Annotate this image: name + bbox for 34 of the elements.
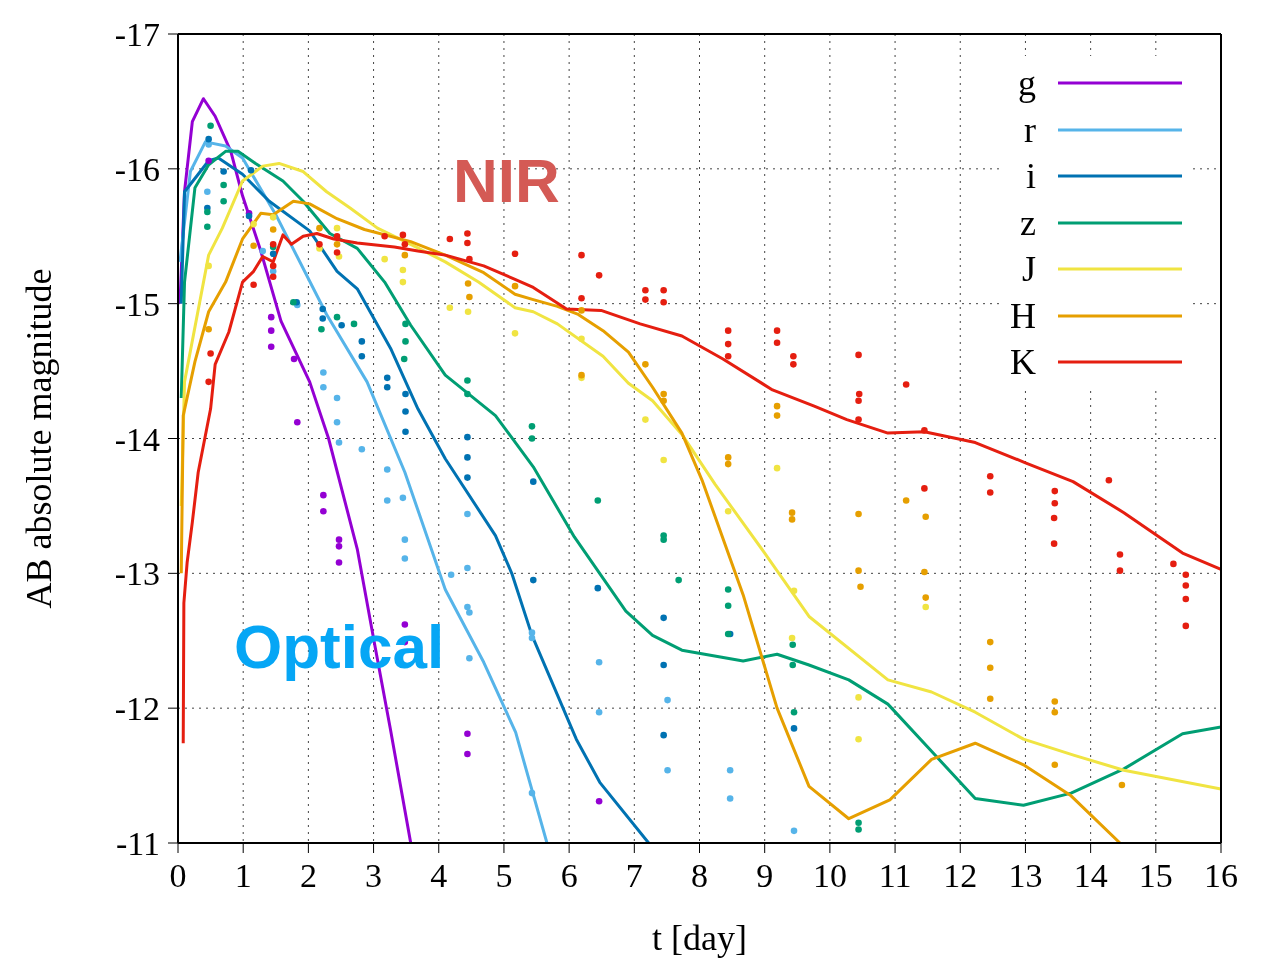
- x-tick-label: 9: [756, 857, 774, 895]
- legend-label: g: [1018, 62, 1036, 105]
- x-tick-label: 2: [299, 857, 317, 895]
- x-tick-label: 13: [1008, 857, 1043, 895]
- x-tick-label: 16: [1204, 857, 1238, 895]
- y-tick-label: -15: [114, 285, 160, 323]
- x-tick-label: 11: [878, 857, 912, 895]
- x-tick-label: 12: [943, 857, 978, 895]
- legend-label: z: [1020, 201, 1036, 244]
- y-tick-label: -16: [114, 150, 160, 188]
- legend-label: J: [1021, 248, 1036, 291]
- x-tick-label: 3: [365, 857, 383, 895]
- x-tick-label: 8: [691, 857, 708, 895]
- x-tick-label: 5: [495, 857, 513, 895]
- x-tick-label: 7: [625, 857, 643, 895]
- y-tick-label: -17: [114, 16, 160, 54]
- legend-label: r: [1024, 108, 1036, 151]
- annotation: NIR: [453, 146, 560, 215]
- y-tick-label: -13: [114, 555, 160, 593]
- x-tick-label: 10: [812, 857, 847, 895]
- y-axis-title: AB absolute magnitude: [18, 268, 59, 609]
- x-tick-label: 0: [169, 857, 187, 895]
- x-axis-title: t [day]: [652, 918, 747, 958]
- y-tick-label: -14: [114, 420, 160, 458]
- x-tick-label: 14: [1073, 857, 1108, 895]
- x-tick-label: 4: [430, 857, 448, 895]
- x-tick-label: 15: [1138, 857, 1173, 895]
- y-tick-label: -12: [114, 690, 160, 728]
- legend-label: H: [1010, 294, 1036, 337]
- legend-label: K: [1010, 341, 1036, 384]
- x-tick-label: 6: [560, 857, 578, 895]
- legend-label: i: [1025, 155, 1036, 198]
- y-tick-label: -11: [115, 825, 160, 863]
- x-tick-label: 1: [234, 857, 252, 895]
